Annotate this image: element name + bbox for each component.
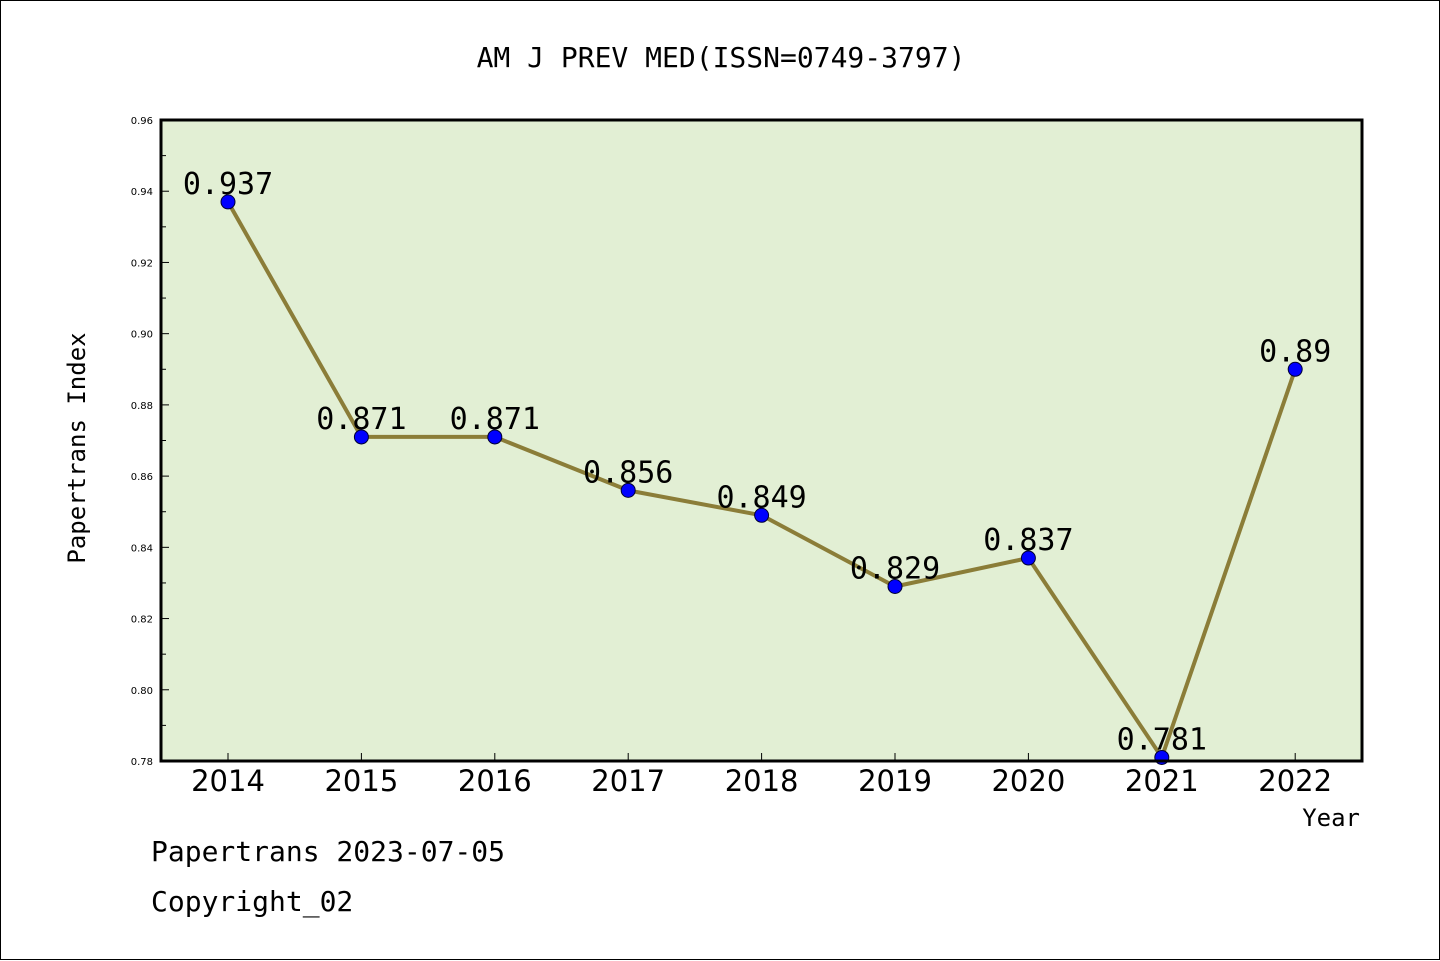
y-tick-label: 0.86 <box>131 472 153 483</box>
data-label: 0.781 <box>1117 722 1207 757</box>
footer-date: Papertrans 2023-07-05 <box>151 835 506 868</box>
data-label: 0.829 <box>850 552 940 587</box>
x-tick-label: 2020 <box>991 764 1065 798</box>
data-label: 0.837 <box>983 523 1073 558</box>
chart-title: AM J PREV MED(ISSN=0749-3797) <box>477 41 966 74</box>
x-tick-label: 2018 <box>725 764 799 798</box>
y-tick-label: 0.96 <box>131 116 153 127</box>
data-point <box>620 482 636 498</box>
plot-area <box>161 120 1362 761</box>
x-tick-label: 2019 <box>858 764 932 798</box>
footer-copyright: Copyright_02 <box>151 885 354 918</box>
data-labels: 0.937 0.871 0.871 0.856 0.849 0.829 0.837 0.781… <box>183 167 1331 758</box>
data-point <box>1020 550 1036 566</box>
data-label: 0.89 <box>1259 334 1331 369</box>
x-tick-label: 2016 <box>458 764 532 798</box>
data-point <box>353 429 369 445</box>
x-axis: 2014 2015 2016 2017 2018 2019 2020 2021 2022 <box>191 753 1332 798</box>
x-tick-label: 2014 <box>191 764 265 798</box>
y-tick-label: 0.92 <box>131 258 153 269</box>
x-axis-label: Year <box>1302 804 1360 832</box>
data-point <box>220 194 236 210</box>
y-tick-label: 0.90 <box>131 330 153 341</box>
y-tick-label: 0.80 <box>131 686 153 697</box>
y-tick-label: 0.88 <box>131 401 153 412</box>
x-tick-label: 2021 <box>1125 764 1199 798</box>
y-tick-label: 0.78 <box>131 757 153 768</box>
y-tick-label: 0.94 <box>131 187 153 198</box>
y-axis-label: Papertrans Index <box>63 332 91 563</box>
data-point <box>887 579 903 595</box>
series-markers <box>220 194 1303 765</box>
y-axis: 0.78 0.80 0.82 0.84 0.86 0.88 0.90 0.92 0.94 0.96 <box>131 116 169 768</box>
data-label: 0.937 <box>183 167 273 202</box>
data-label: 0.871 <box>316 402 406 437</box>
data-label: 0.849 <box>716 480 806 515</box>
data-point <box>487 429 503 445</box>
y-tick-label: 0.84 <box>131 543 153 554</box>
y-tick-label: 0.82 <box>131 615 153 626</box>
x-tick-label: 2017 <box>591 764 665 798</box>
data-point <box>754 507 770 523</box>
x-tick-label: 2015 <box>324 764 398 798</box>
x-tick-label: 2022 <box>1258 764 1332 798</box>
plot-border <box>159 118 1364 763</box>
data-point <box>1287 361 1303 377</box>
data-label: 0.856 <box>583 455 673 490</box>
data-label: 0.871 <box>450 402 540 437</box>
